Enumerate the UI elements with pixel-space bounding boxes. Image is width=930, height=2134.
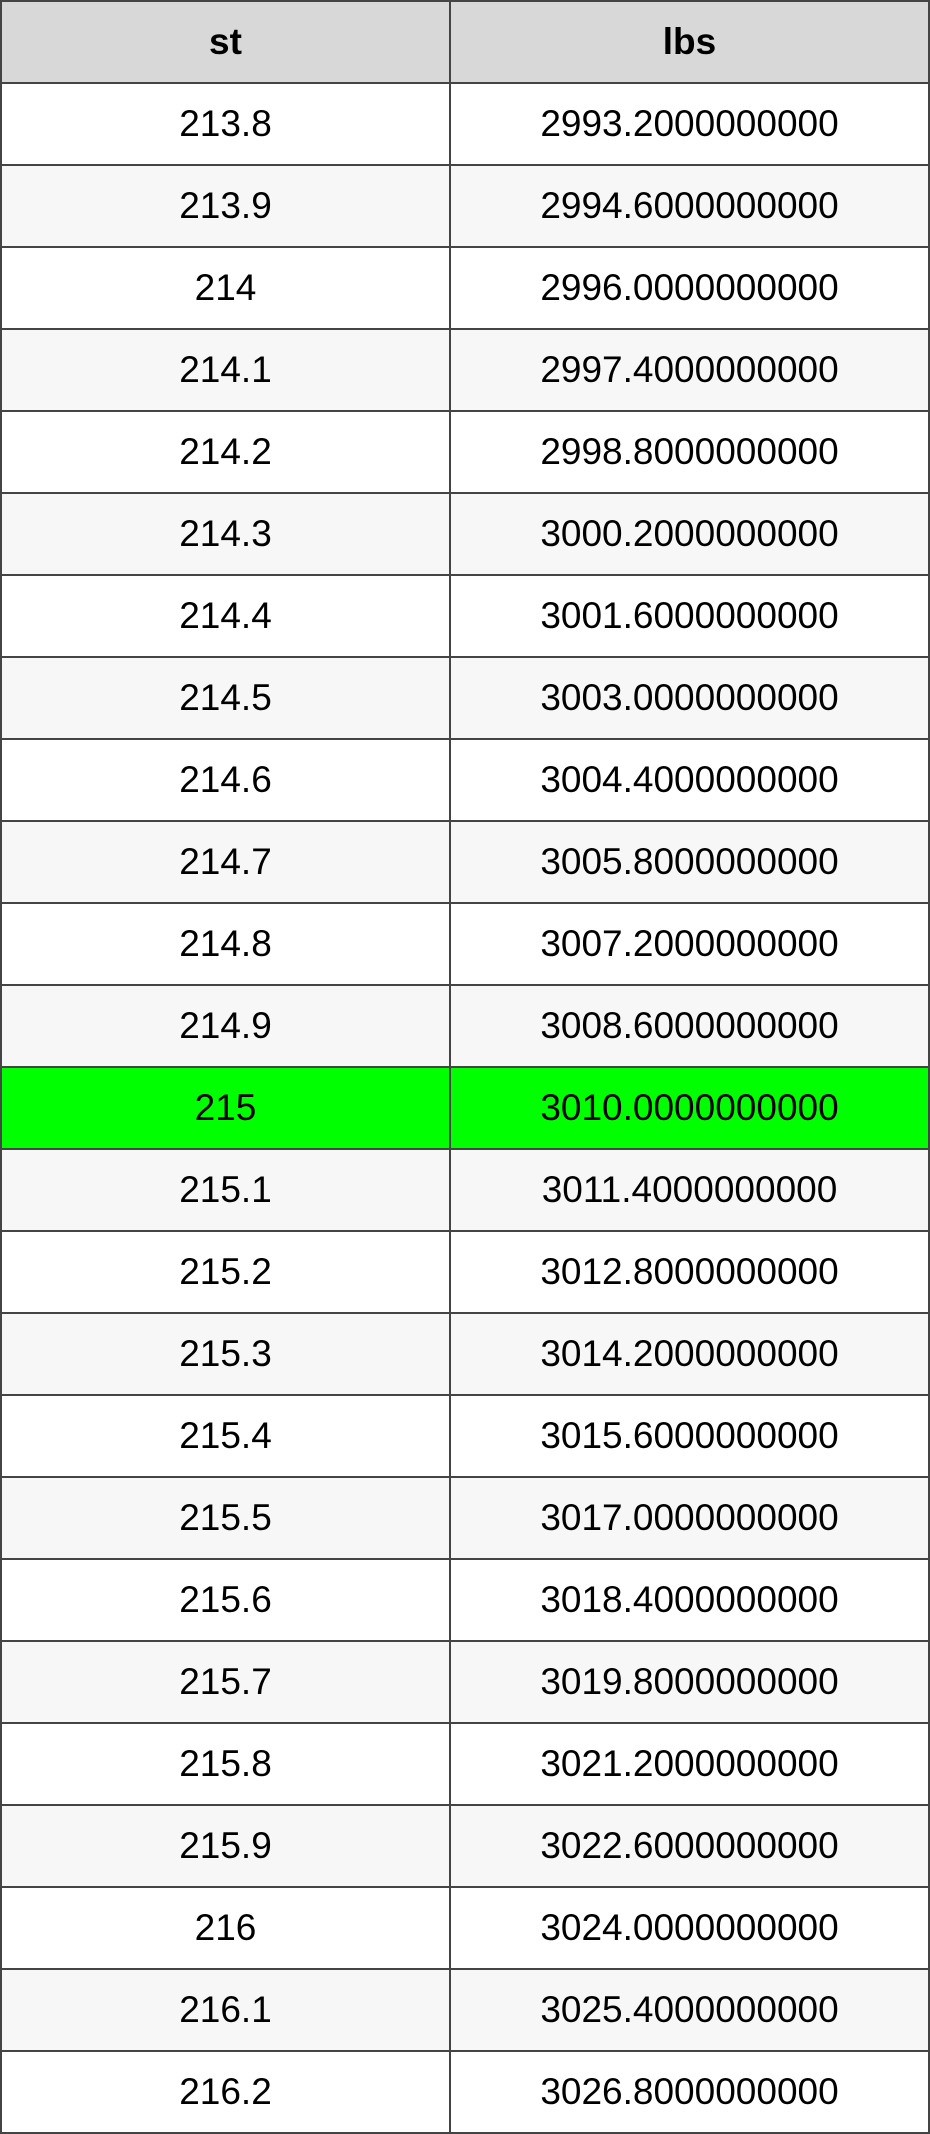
table-row: 214.8 3007.2000000000 <box>0 902 930 986</box>
table-row: 215.3 3014.2000000000 <box>0 1312 930 1396</box>
lbs-cell: 2993.2000000000 <box>449 82 930 166</box>
st-cell: 213.9 <box>0 164 451 248</box>
table-row: 213.8 2993.2000000000 <box>0 82 930 166</box>
lbs-cell: 3001.6000000000 <box>449 574 930 658</box>
table-row: 214.1 2997.4000000000 <box>0 328 930 412</box>
lbs-cell: 3024.0000000000 <box>449 1886 930 1970</box>
table-row: 215.7 3019.8000000000 <box>0 1640 930 1724</box>
table-row: 216 3024.0000000000 <box>0 1886 930 1970</box>
st-cell: 215.4 <box>0 1394 451 1478</box>
st-cell: 214.9 <box>0 984 451 1068</box>
table-row: 215.2 3012.8000000000 <box>0 1230 930 1314</box>
table-row: 214.7 3005.8000000000 <box>0 820 930 904</box>
lbs-cell: 3010.0000000000 <box>449 1066 930 1150</box>
lbs-cell: 2998.8000000000 <box>449 410 930 494</box>
table-row: 216.1 3025.4000000000 <box>0 1968 930 2052</box>
header-cell: lbs <box>449 0 930 84</box>
header-row: st lbs <box>0 0 930 84</box>
st-cell: 216.1 <box>0 1968 451 2052</box>
st-cell: 215.9 <box>0 1804 451 1888</box>
lbs-cell: 3004.4000000000 <box>449 738 930 822</box>
st-cell: 214 <box>0 246 451 330</box>
lbs-cell: 3022.6000000000 <box>449 1804 930 1888</box>
table-row: 214.4 3001.6000000000 <box>0 574 930 658</box>
st-cell: 214.3 <box>0 492 451 576</box>
st-cell: 216 <box>0 1886 451 1970</box>
table-row: 214.9 3008.6000000000 <box>0 984 930 1068</box>
st-cell: 215.2 <box>0 1230 451 1314</box>
st-cell: 214.4 <box>0 574 451 658</box>
st-cell: 213.8 <box>0 82 451 166</box>
st-cell: 215.7 <box>0 1640 451 1724</box>
lbs-cell: 3018.4000000000 <box>449 1558 930 1642</box>
table-row: 215.6 3018.4000000000 <box>0 1558 930 1642</box>
table-row: 214.3 3000.2000000000 <box>0 492 930 576</box>
st-cell: 215.1 <box>0 1148 451 1232</box>
table-row: 215.1 3011.4000000000 <box>0 1148 930 1232</box>
table-row: 214.6 3004.4000000000 <box>0 738 930 822</box>
st-cell: 215.6 <box>0 1558 451 1642</box>
lbs-cell: 3025.4000000000 <box>449 1968 930 2052</box>
st-cell: 214.2 <box>0 410 451 494</box>
lbs-cell: 3005.8000000000 <box>449 820 930 904</box>
lbs-cell: 3000.2000000000 <box>449 492 930 576</box>
st-cell: 215.8 <box>0 1722 451 1806</box>
lbs-cell: 3019.8000000000 <box>449 1640 930 1724</box>
st-cell: 215.3 <box>0 1312 451 1396</box>
table-row: 215.8 3021.2000000000 <box>0 1722 930 1806</box>
st-cell: 215.5 <box>0 1476 451 1560</box>
lbs-cell: 3007.2000000000 <box>449 902 930 986</box>
table-row: 214.5 3003.0000000000 <box>0 656 930 740</box>
table-row: 215 3010.0000000000 <box>0 1066 930 1150</box>
st-cell: 214.5 <box>0 656 451 740</box>
lbs-cell: 3011.4000000000 <box>449 1148 930 1232</box>
lbs-cell: 3003.0000000000 <box>449 656 930 740</box>
table-row: 214.2 2998.8000000000 <box>0 410 930 494</box>
st-cell: 214.6 <box>0 738 451 822</box>
st-cell: 214.1 <box>0 328 451 412</box>
lbs-cell: 3017.0000000000 <box>449 1476 930 1560</box>
table-row: 215.9 3022.6000000000 <box>0 1804 930 1888</box>
st-cell: 214.8 <box>0 902 451 986</box>
lbs-cell: 2996.0000000000 <box>449 246 930 330</box>
st-cell: 216.2 <box>0 2050 451 2134</box>
lbs-cell: 3026.8000000000 <box>449 2050 930 2134</box>
lbs-cell: 3021.2000000000 <box>449 1722 930 1806</box>
st-cell: 214.7 <box>0 820 451 904</box>
table-row: 216.2 3026.8000000000 <box>0 2050 930 2134</box>
table-row: 213.9 2994.6000000000 <box>0 164 930 248</box>
lbs-cell: 2994.6000000000 <box>449 164 930 248</box>
lbs-cell: 3015.6000000000 <box>449 1394 930 1478</box>
table-row: 215.5 3017.0000000000 <box>0 1476 930 1560</box>
lbs-cell: 3008.6000000000 <box>449 984 930 1068</box>
lbs-cell: 2997.4000000000 <box>449 328 930 412</box>
table-body: 213.8 2993.2000000000 213.9 2994.6000000000… <box>0 82 930 2134</box>
table-row: 214 2996.0000000000 <box>0 246 930 330</box>
lbs-cell: 3014.2000000000 <box>449 1312 930 1396</box>
lbs-cell: 3012.8000000000 <box>449 1230 930 1314</box>
table-row: 215.4 3015.6000000000 <box>0 1394 930 1478</box>
header-cell: st <box>0 0 451 84</box>
st-cell: 215 <box>0 1066 451 1150</box>
